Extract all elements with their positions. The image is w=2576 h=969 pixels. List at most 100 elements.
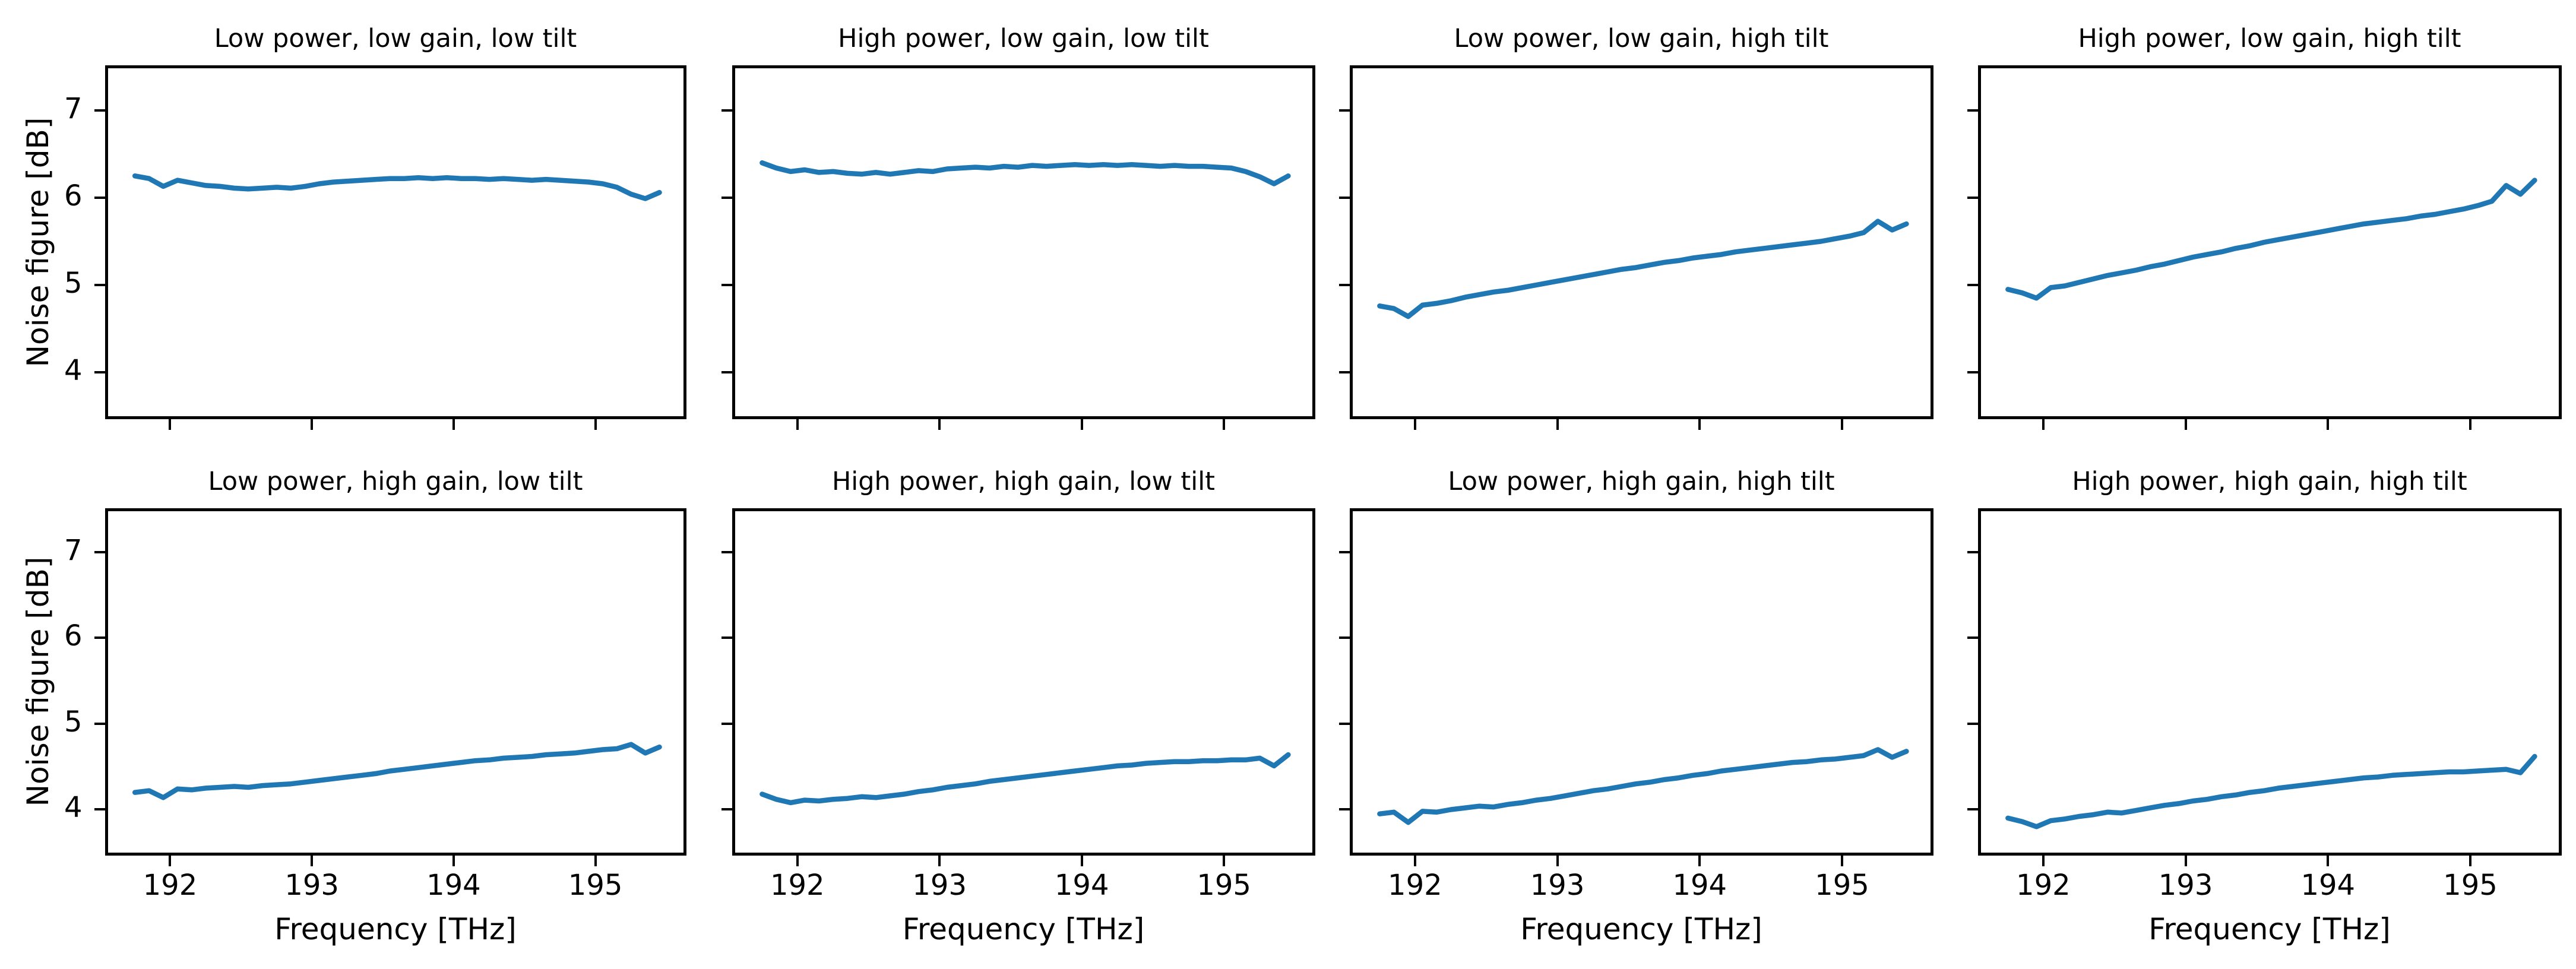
y-tick	[1338, 636, 1350, 639]
x-axis-label: Frequency [THz]	[2148, 912, 2391, 946]
y-tick-label: 6	[64, 619, 83, 653]
y-tick-label: 7	[64, 534, 83, 568]
plot-frame	[1349, 65, 1933, 419]
subplot-title: Low power, high gain, high tilt	[1448, 466, 1835, 496]
y-tick	[94, 722, 105, 725]
subplot-title: Low power, low gain, high tilt	[1454, 23, 1829, 53]
x-tick	[1223, 855, 1226, 866]
x-tick	[594, 419, 597, 430]
y-tick	[721, 722, 732, 725]
subplot-title: High power, low gain, low tilt	[838, 23, 1209, 53]
x-tick	[1413, 419, 1416, 430]
x-tick	[2327, 855, 2330, 866]
y-tick	[721, 109, 732, 112]
x-tick	[2184, 855, 2187, 866]
y-tick	[1338, 808, 1350, 810]
y-tick	[94, 196, 105, 199]
y-tick	[94, 283, 105, 286]
x-tick	[1698, 419, 1701, 430]
subplot-title: High power, high gain, low tilt	[831, 466, 1216, 496]
subplot-title: High power, low gain, high tilt	[2078, 23, 2461, 53]
x-tick-label: 193	[912, 868, 967, 902]
y-tick	[1338, 109, 1350, 112]
x-tick	[594, 855, 597, 866]
y-tick	[1967, 283, 1978, 286]
subplot-title: High power, high gain, high tilt	[2072, 466, 2467, 496]
subplot-1-1	[732, 508, 1315, 856]
x-tick-label: 195	[1815, 868, 1869, 902]
subplot-1-0	[105, 508, 686, 856]
series-line	[132, 742, 662, 800]
series-line	[2005, 753, 2537, 829]
y-tick	[1967, 551, 1978, 554]
x-tick	[1840, 855, 1843, 866]
subplot-title: Low power, low gain, low tilt	[214, 23, 577, 53]
x-tick	[452, 855, 455, 866]
x-tick	[1413, 855, 1416, 866]
y-tick	[721, 551, 732, 554]
x-tick-label: 193	[1530, 868, 1585, 902]
y-axis-label: Noise figure [dB]	[21, 117, 55, 367]
x-tick	[311, 855, 314, 866]
plot-frame	[732, 508, 1315, 856]
x-tick	[796, 419, 799, 430]
y-tick	[1967, 370, 1978, 373]
x-tick	[1556, 419, 1559, 430]
x-tick	[1840, 419, 1843, 430]
x-tick-label: 193	[2158, 868, 2213, 902]
y-tick	[721, 196, 732, 199]
series-line	[2005, 177, 2537, 300]
y-tick	[94, 551, 105, 554]
y-tick-label: 5	[64, 266, 83, 300]
y-tick	[1338, 551, 1350, 554]
x-tick-label: 194	[426, 868, 481, 902]
y-tick-label: 5	[64, 705, 83, 739]
x-tick-label: 192	[1388, 868, 1442, 902]
subplot-title: Low power, high gain, low tilt	[208, 466, 583, 496]
subplot-0-2	[1349, 65, 1933, 419]
y-tick	[1967, 722, 1978, 725]
x-tick-label: 195	[568, 868, 623, 902]
y-tick	[1338, 196, 1350, 199]
series-line	[1376, 746, 1909, 825]
x-tick-label: 194	[1672, 868, 1727, 902]
x-tick-label: 195	[1197, 868, 1251, 902]
y-tick	[1338, 283, 1350, 286]
plot-frame	[1349, 508, 1933, 856]
y-tick	[1967, 808, 1978, 810]
x-tick-label: 194	[2300, 868, 2356, 902]
x-axis-label: Frequency [THz]	[274, 912, 517, 946]
x-tick	[2042, 855, 2045, 866]
series-line	[759, 752, 1291, 805]
x-tick	[938, 419, 941, 430]
x-tick	[1698, 855, 1701, 866]
y-tick	[721, 636, 732, 639]
x-tick-label: 193	[284, 868, 339, 902]
series-line	[132, 173, 662, 201]
y-tick	[94, 636, 105, 639]
subplot-0-3	[1977, 65, 2562, 419]
plot-frame	[1977, 508, 2562, 856]
x-axis-label: Frequency [THz]	[1520, 912, 1762, 946]
subplot-0-1	[732, 65, 1315, 419]
x-tick	[1556, 855, 1559, 866]
plot-frame	[732, 65, 1315, 419]
x-tick	[169, 855, 172, 866]
x-tick-label: 192	[770, 868, 825, 902]
x-tick	[1080, 855, 1083, 866]
x-tick	[796, 855, 799, 866]
y-tick	[1338, 370, 1350, 373]
y-tick-label: 7	[64, 91, 83, 125]
y-tick	[1967, 196, 1978, 199]
y-tick	[1967, 636, 1978, 639]
plot-frame	[105, 508, 686, 856]
x-tick	[452, 419, 455, 430]
x-tick	[1223, 419, 1226, 430]
y-tick-label: 4	[64, 353, 83, 387]
series-line	[759, 160, 1291, 186]
subplot-1-2	[1349, 508, 1933, 856]
subplot-0-0	[105, 65, 686, 419]
x-tick	[938, 855, 941, 866]
x-tick	[1080, 419, 1083, 430]
